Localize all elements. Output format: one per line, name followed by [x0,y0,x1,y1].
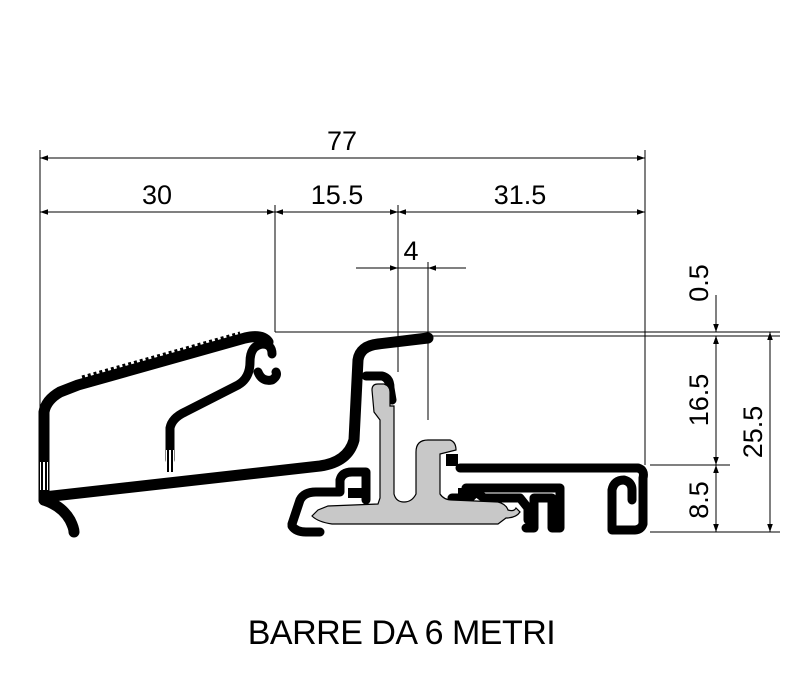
gasket-insert [311,383,521,525]
dimension-upper-height-label: 16.5 [684,374,714,427]
dimension-vertical: 0.5 16.5 8.5 25.5 [684,264,773,532]
dimension-total-height-label: 25.5 [738,406,768,459]
dimension-overall: 77 [40,126,645,161]
dimension-lower-height-label: 8.5 [684,481,714,519]
dimension-overall-label: 77 [327,126,357,156]
left-profile [38,331,434,538]
dimension-middle-label: 15.5 [311,180,364,210]
dimension-right-label: 31.5 [494,180,547,210]
dimension-slot-label: 4 [403,236,418,266]
dimension-slot: 4 [356,236,466,271]
dimension-segments: 30 15.5 31.5 [40,180,645,215]
dimension-top-offset-label: 0.5 [684,264,714,302]
caption: BARRE DA 6 METRI [247,614,556,652]
right-profile [287,371,648,537]
dimension-left-label: 30 [142,180,172,210]
